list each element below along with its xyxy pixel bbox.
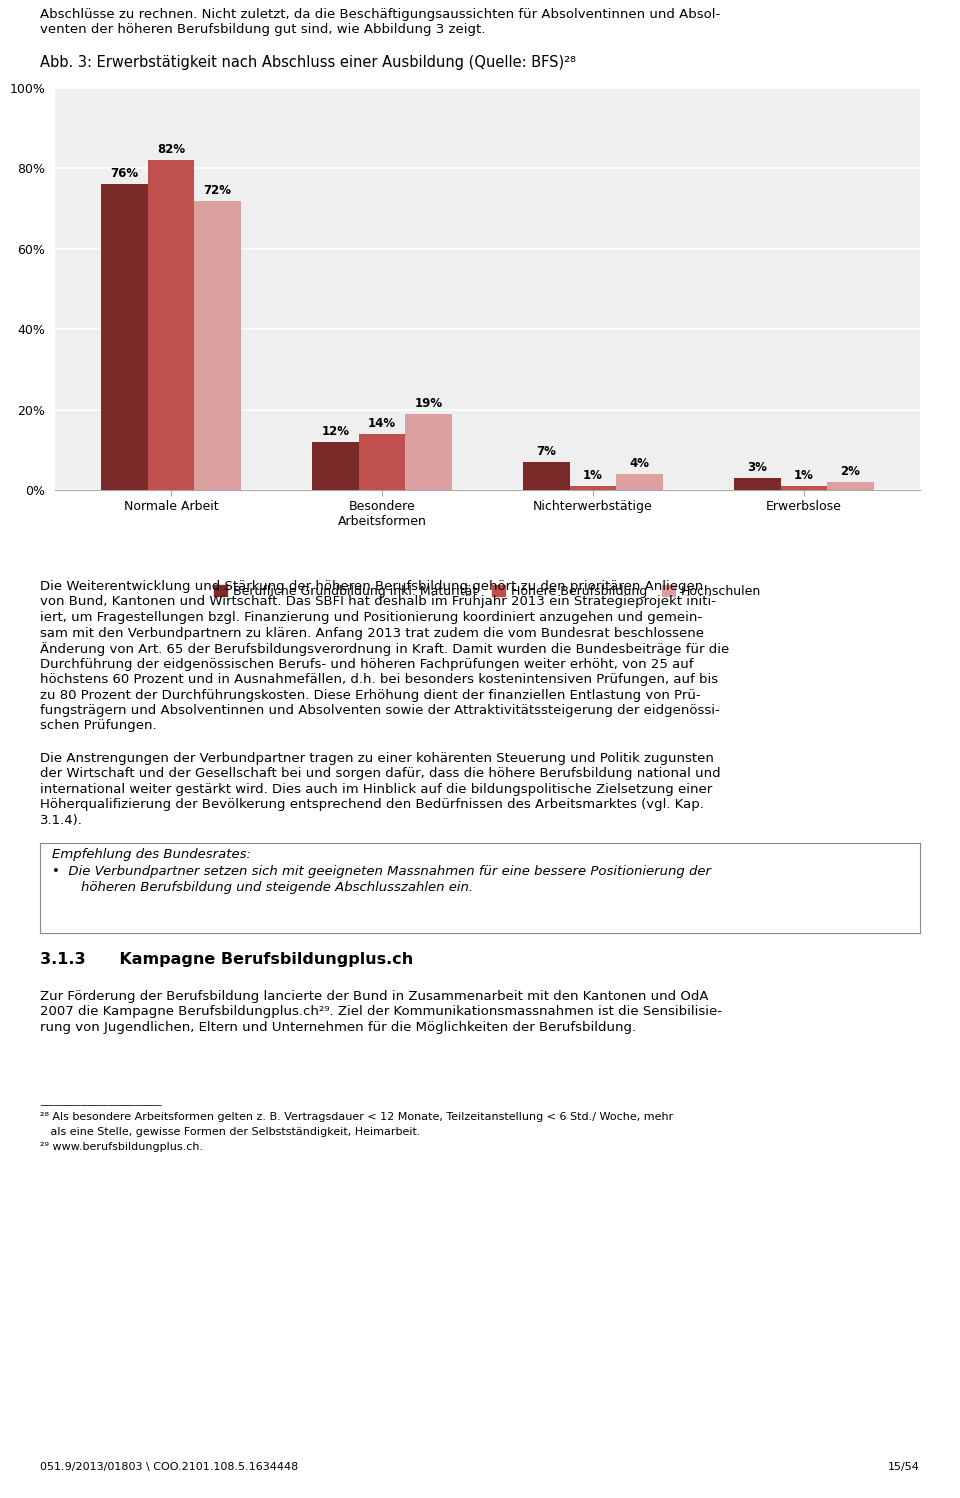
Text: 3.1.3      Kampagne Berufsbildungplus.ch: 3.1.3 Kampagne Berufsbildungplus.ch: [40, 953, 413, 968]
Text: 1%: 1%: [794, 469, 814, 482]
Text: Die Anstrengungen der Verbundpartner tragen zu einer kohärenten Steuerung und Po: Die Anstrengungen der Verbundpartner tra…: [40, 752, 714, 765]
Text: sam mit den Verbundpartnern zu klären. Anfang 2013 trat zudem die vom Bundesrat : sam mit den Verbundpartnern zu klären. A…: [40, 626, 704, 640]
Bar: [570, 485, 616, 490]
Text: 76%: 76%: [110, 168, 138, 180]
Text: Durchführung der eidgenössischen Berufs- und höheren Fachprüfungen weiter erhöht: Durchführung der eidgenössischen Berufs-…: [40, 658, 693, 671]
Text: zu 80 Prozent der Durchführungskosten. Diese Erhöhung dient der finanziellen Ent: zu 80 Prozent der Durchführungskosten. D…: [40, 689, 701, 701]
Bar: [102, 184, 148, 490]
Bar: [734, 478, 780, 490]
Bar: [359, 434, 405, 490]
Text: von Bund, Kantonen und Wirtschaft. Das SBFI hat deshalb im Frühjahr 2013 ein Str: von Bund, Kantonen und Wirtschaft. Das S…: [40, 596, 716, 608]
Text: höheren Berufsbildung und steigende Abschlusszahlen ein.: höheren Berufsbildung und steigende Absc…: [64, 881, 473, 894]
Bar: [148, 160, 194, 490]
Text: ──────────────────: ──────────────────: [40, 1100, 161, 1110]
Text: 3.1.4).: 3.1.4).: [40, 813, 83, 827]
Bar: [312, 442, 359, 490]
Text: venten der höheren Berufsbildung gut sind, wie Abbildung 3 zeigt.: venten der höheren Berufsbildung gut sin…: [40, 24, 486, 36]
Text: 4%: 4%: [630, 457, 649, 470]
Legend: Berufliche Grundbildung inkl. Maturität, Höhere Berufsbildung, Hochschulen: Berufliche Grundbildung inkl. Maturität,…: [214, 584, 761, 598]
Text: 14%: 14%: [368, 416, 396, 430]
Text: 15/54: 15/54: [888, 1462, 920, 1473]
Bar: [616, 473, 662, 490]
Text: 3%: 3%: [748, 461, 767, 473]
Text: 2007 die Kampagne Berufsbildungplus.ch²⁹. Ziel der Kommunikationsmassnahmen ist : 2007 die Kampagne Berufsbildungplus.ch²⁹…: [40, 1005, 722, 1019]
Text: rung von Jugendlichen, Eltern und Unternehmen für die Möglichkeiten der Berufsbi: rung von Jugendlichen, Eltern und Untern…: [40, 1022, 636, 1034]
Text: 1%: 1%: [583, 469, 603, 482]
Text: höchstens 60 Prozent und in Ausnahmefällen, d.h. bei besonders kostenintensiven : höchstens 60 Prozent und in Ausnahmefäll…: [40, 673, 718, 686]
Text: als eine Stelle, gewisse Formen der Selbstständigkeit, Heimarbeit.: als eine Stelle, gewisse Formen der Selb…: [40, 1126, 420, 1137]
Text: 72%: 72%: [204, 184, 231, 196]
Text: 19%: 19%: [415, 397, 443, 409]
Text: fungsträgern und Absolventinnen und Absolventen sowie der Attraktivitätssteigeru: fungsträgern und Absolventinnen und Abso…: [40, 704, 720, 718]
Text: 7%: 7%: [537, 445, 557, 458]
Text: •  Die Verbundpartner setzen sich mit geeigneten Massnahmen für eine bessere Pos: • Die Verbundpartner setzen sich mit gee…: [52, 864, 710, 878]
Bar: [523, 461, 570, 490]
Text: international weiter gestärkt wird. Dies auch im Hinblick auf die bildungspoliti: international weiter gestärkt wird. Dies…: [40, 783, 712, 795]
Text: Abb. 3: Erwerbstätigkeit nach Abschluss einer Ausbildung (Quelle: BFS)²⁸: Abb. 3: Erwerbstätigkeit nach Abschluss …: [40, 55, 576, 70]
Text: Zur Förderung der Berufsbildung lancierte der Bund in Zusammenarbeit mit den Kan: Zur Förderung der Berufsbildung lanciert…: [40, 990, 708, 1004]
Text: ²⁹ www.berufsbildungplus.ch.: ²⁹ www.berufsbildungplus.ch.: [40, 1141, 204, 1152]
Text: 2%: 2%: [840, 464, 860, 478]
Text: Empfehlung des Bundesrates:: Empfehlung des Bundesrates:: [52, 848, 251, 861]
Bar: [194, 201, 241, 490]
Text: ²⁸ Als besondere Arbeitsformen gelten z. B. Vertragsdauer < 12 Monate, Teilzeita: ²⁸ Als besondere Arbeitsformen gelten z.…: [40, 1112, 673, 1122]
Text: 12%: 12%: [322, 425, 349, 437]
Bar: [405, 413, 451, 490]
Text: 82%: 82%: [157, 144, 185, 156]
Text: iert, um Fragestellungen bzgl. Finanzierung und Positionierung koordiniert anzug: iert, um Fragestellungen bzgl. Finanzier…: [40, 611, 702, 625]
Bar: [780, 485, 828, 490]
Bar: [828, 482, 874, 490]
Text: Höherqualifizierung der Bevölkerung entsprechend den Bedürfnissen des Arbeitsmar: Höherqualifizierung der Bevölkerung ents…: [40, 798, 704, 812]
Text: 051.9/2013/01803 \ COO.2101.108.5.1634448: 051.9/2013/01803 \ COO.2101.108.5.163444…: [40, 1462, 299, 1473]
Text: der Wirtschaft und der Gesellschaft bei und sorgen dafür, dass die höhere Berufs: der Wirtschaft und der Gesellschaft bei …: [40, 767, 721, 780]
Text: Die Weiterentwicklung und Stärkung der höheren Berufsbildung gehört zu den prior: Die Weiterentwicklung und Stärkung der h…: [40, 580, 704, 593]
Text: Abschlüsse zu rechnen. Nicht zuletzt, da die Beschäftigungsaussichten für Absolv: Abschlüsse zu rechnen. Nicht zuletzt, da…: [40, 7, 720, 21]
Text: Änderung von Art. 65 der Berufsbildungsverordnung in Kraft. Damit wurden die Bun: Änderung von Art. 65 der Berufsbildungsv…: [40, 643, 730, 656]
Text: schen Prüfungen.: schen Prüfungen.: [40, 719, 156, 733]
